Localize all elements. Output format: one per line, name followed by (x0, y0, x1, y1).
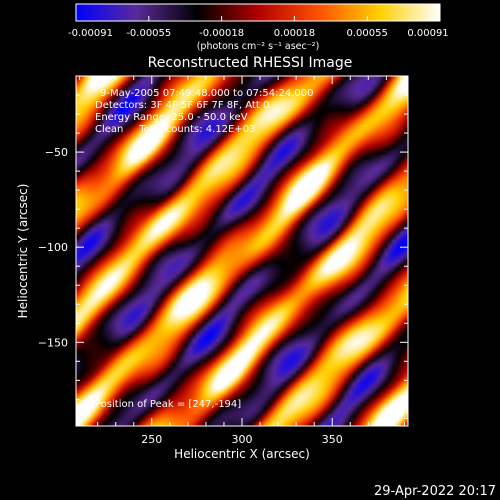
axis-ticks: 250 300 350 −50 −100 −150 (38, 76, 408, 446)
x-tick-label: 350 (322, 433, 343, 446)
chart-title: Reconstructed RHESSI Image (148, 55, 353, 71)
x-tick-label: 250 (141, 433, 162, 446)
y-tick-label: −100 (38, 241, 68, 254)
colorbar-tick-label: 0.00055 (347, 28, 388, 39)
colorbar-ticks: -0.00091 -0.00055 -0.00018 0.00018 0.00055 0.… (68, 16, 449, 39)
colorbar-tick-label: -0.00018 (199, 28, 244, 39)
colorbar-tick-label: -0.00055 (126, 28, 171, 39)
colorbar-tick-label: 0.00018 (274, 28, 315, 39)
colorbar-units: (photons cm⁻² s⁻¹ asec⁻²) (197, 41, 320, 52)
x-tick-label: 300 (232, 433, 253, 446)
annotation-line: 9-May-2005 07:49:48.000 to 07:54:24.000 (100, 88, 313, 99)
timestamp: 29-Apr-2022 20:17 (374, 484, 496, 499)
colorbar-tick-label: -0.00091 (68, 28, 113, 39)
peak-label: Position of Peak = [247,-194] (95, 399, 241, 410)
heatmap-image (76, 76, 408, 426)
colorbar (75, 3, 441, 22)
annotation-line: Energy Range: 25.0 - 50.0 keV (95, 112, 248, 123)
y-tick-label: −50 (45, 146, 68, 159)
x-axis-label: Heliocentric X (arcsec) (174, 447, 310, 461)
y-tick-label: −150 (38, 336, 68, 349)
annotation-line: Clean Total counts: 4.12E+03 (95, 124, 255, 135)
y-axis-label: Heliocentric Y (arcsec) (16, 184, 30, 319)
colorbar-tick-label: 0.00091 (407, 28, 448, 39)
plot-area (76, 76, 408, 426)
annotations: 9-May-2005 07:49:48.000 to 07:54:24.000D… (95, 88, 313, 135)
annotation-line: Detectors: 3F 4F 5F 6F 7F 8F, Att 0 (95, 100, 269, 111)
